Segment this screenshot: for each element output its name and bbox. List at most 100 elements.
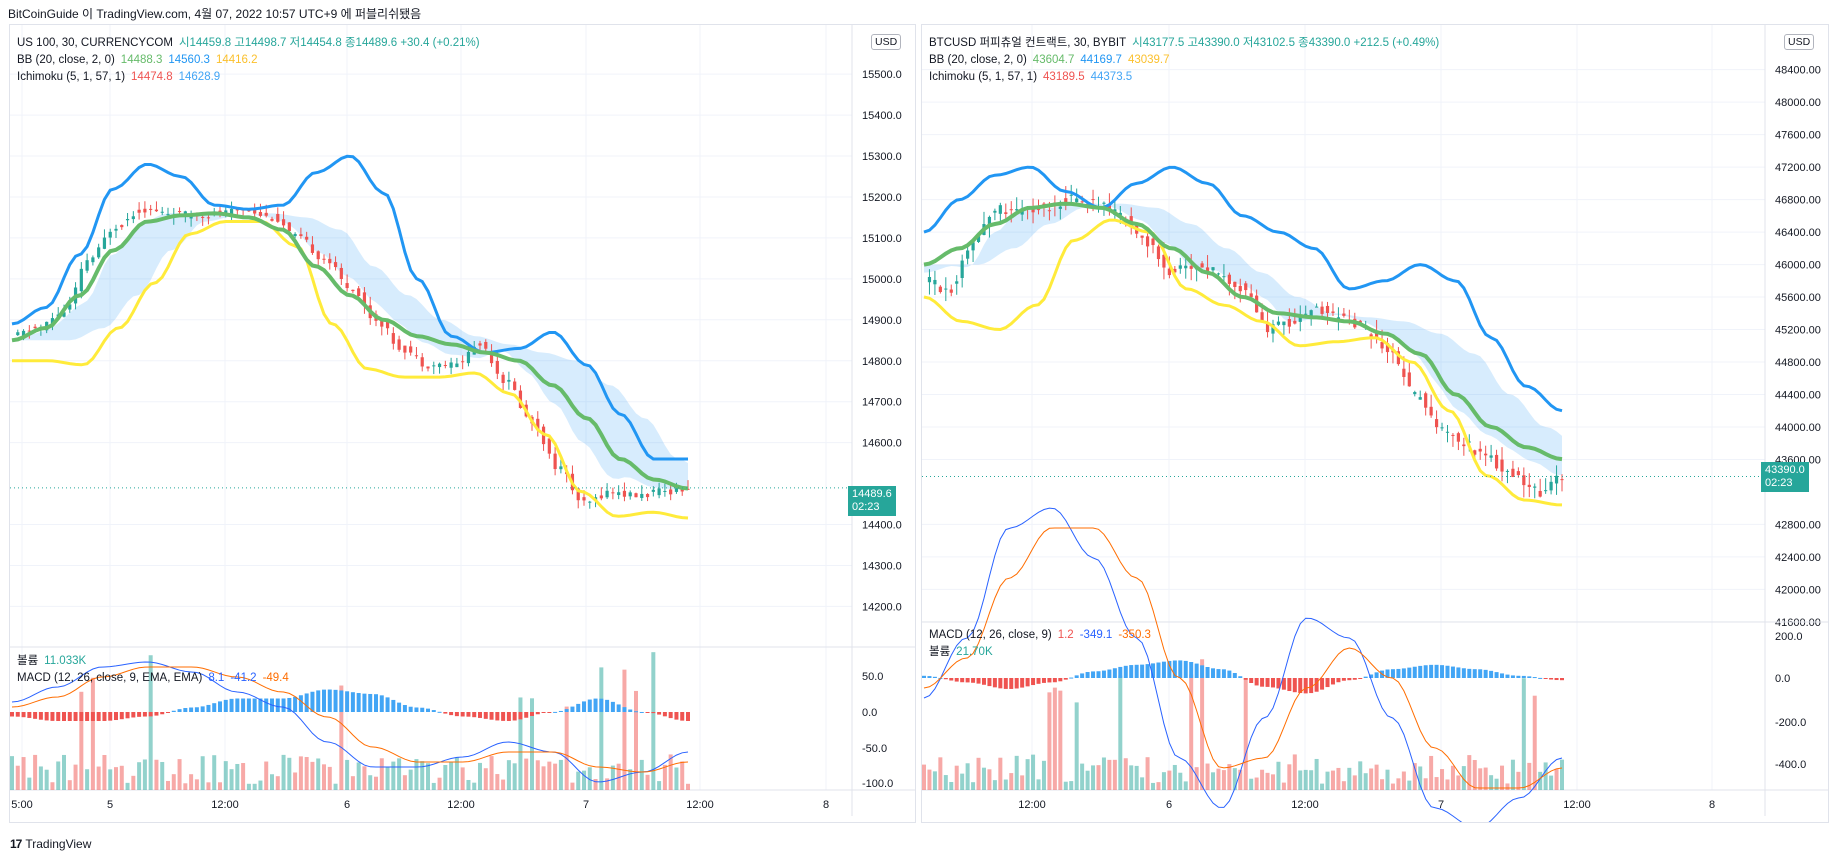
chart-panel-btcusd[interactable]: 48400.00 48000.00 47600.00 47200.00 46800.00… xyxy=(921,24,1829,823)
indicator-tick-label: 50.0 xyxy=(862,671,883,683)
macd-histogram-bar xyxy=(298,695,303,712)
volume-bar xyxy=(414,759,419,790)
candle-body xyxy=(944,288,948,290)
candle-body xyxy=(1238,285,1242,292)
volume-bar xyxy=(1178,772,1183,790)
candle-body xyxy=(362,292,367,306)
candle-body xyxy=(1216,273,1221,275)
chart-canvas-btcusd[interactable]: 48400.00 48000.00 47600.00 47200.00 46800.00… xyxy=(922,25,1828,822)
macd-histogram-bar xyxy=(1003,678,1008,689)
macd-histogram-bar xyxy=(1112,668,1117,678)
volume-label[interactable]: 볼륨 xyxy=(17,655,39,667)
macd-histogram-bar xyxy=(137,712,142,717)
candle-body xyxy=(1533,486,1537,488)
volume-bar xyxy=(15,765,20,790)
candle-body xyxy=(281,219,286,226)
chart-panel-us100[interactable]: 15500.0 15400.0 15300.0 15200.0 15100.0 15000… xyxy=(9,24,916,823)
symbol-title[interactable]: BTCUSD 퍼피츄얼 컨트랙트, 30, BYBIT xyxy=(929,37,1127,49)
candle-body xyxy=(1511,468,1515,477)
candle-body xyxy=(669,489,673,495)
volume-bar xyxy=(287,757,292,790)
ichimoku-indicator-label[interactable]: Ichimoku (5, 1, 57, 1) xyxy=(929,71,1038,83)
volume-bar xyxy=(1145,757,1150,790)
macd-histogram-bar xyxy=(1200,665,1205,678)
volume-bar xyxy=(992,780,997,790)
indicator-tick-label: 0.0 xyxy=(1775,673,1790,685)
volume-bar xyxy=(119,765,124,790)
macd-histogram-bar xyxy=(402,705,407,712)
candle-body xyxy=(160,211,164,213)
volume-bar xyxy=(402,775,407,790)
macd-histogram-bar xyxy=(582,701,586,712)
macd-label[interactable]: MACD (12, 26, close, 9) xyxy=(929,629,1052,641)
macd-histogram-bar xyxy=(437,711,442,713)
last-price-tag: 14489.6 02:23 xyxy=(848,486,896,516)
volume-bar xyxy=(50,782,55,790)
tradingview-footer[interactable]: 17 TradingView xyxy=(10,837,91,851)
macd-histogram-bar xyxy=(142,712,147,717)
macd-histogram-bar xyxy=(593,698,598,712)
candle-body xyxy=(166,214,170,216)
volume-bar xyxy=(85,769,90,790)
ichimoku-indicator-label[interactable]: Ichimoku (5, 1, 57, 1) xyxy=(17,71,126,83)
symbol-title[interactable]: US 100, 30, CURRENCYCOM xyxy=(17,37,173,49)
macd-histogram-bar xyxy=(235,698,240,712)
candle-body xyxy=(657,488,661,496)
macd-histogram-bar xyxy=(275,698,280,712)
volume-bar xyxy=(501,779,506,790)
volume-bar xyxy=(293,772,298,790)
macd-histogram-bar xyxy=(131,712,136,718)
macd-histogram-bar xyxy=(932,676,937,678)
candle-body xyxy=(495,360,499,374)
candle-body xyxy=(33,326,37,329)
bb-upper-value: 14560.3 xyxy=(168,54,210,66)
volume-bar xyxy=(206,782,211,790)
macd-histogram-bar xyxy=(518,712,523,720)
y-tick-label: 15000.0 xyxy=(862,274,902,286)
bb-indicator-label[interactable]: BB (20, close, 2, 0) xyxy=(17,54,115,66)
macd-histogram-bar xyxy=(1183,660,1188,678)
macd-histogram-bar xyxy=(108,712,113,721)
y-tick-label: 46000.00 xyxy=(1775,260,1821,272)
bb-indicator-label[interactable]: BB (20, close, 2, 0) xyxy=(929,54,1027,66)
currency-button[interactable]: USD xyxy=(871,34,902,50)
macd-histogram-bar xyxy=(1041,678,1046,683)
volume-bar xyxy=(1380,779,1385,790)
volume-bar xyxy=(1314,758,1319,790)
y-tick-label: 46400.00 xyxy=(1775,227,1821,239)
volume-bar xyxy=(1216,768,1221,790)
macd-histogram-bar xyxy=(1407,667,1412,678)
macd-histogram-bar xyxy=(1401,668,1406,678)
volume-bar xyxy=(1407,780,1412,790)
volume-bar xyxy=(1412,763,1417,790)
candle-body xyxy=(299,234,303,237)
volume-bar xyxy=(1401,771,1406,790)
macd-histogram-bar xyxy=(50,712,55,721)
volume-bar xyxy=(1532,695,1537,790)
macd-label[interactable]: MACD (12, 26, close, 9, EMA, EMA) xyxy=(17,672,203,684)
volume-label[interactable]: 볼륨 xyxy=(929,646,951,658)
macd-histogram-bar xyxy=(1352,678,1357,680)
volume-bar xyxy=(1172,764,1177,790)
candle-body xyxy=(114,228,118,231)
macd-histogram-bar xyxy=(1167,660,1172,678)
macd-histogram-bar xyxy=(1423,665,1428,678)
currency-button[interactable]: USD xyxy=(1784,34,1815,50)
volume-bar xyxy=(553,763,558,790)
chart-canvas-us100[interactable]: 15500.0 15400.0 15300.0 15200.0 15100.0 15000… xyxy=(10,25,915,822)
volume-bar xyxy=(426,763,430,790)
candle-body xyxy=(1380,342,1384,349)
macd-histogram-bar xyxy=(1434,664,1439,678)
volume-bar xyxy=(1243,678,1248,790)
candle-body xyxy=(1009,209,1013,211)
candle-body xyxy=(1036,209,1041,211)
macd-histogram-bar xyxy=(922,675,926,678)
volume-bar xyxy=(79,691,84,790)
volume-bar xyxy=(385,767,390,790)
volume-bar xyxy=(512,763,517,790)
candle-body xyxy=(1522,475,1526,486)
volume-bar xyxy=(252,783,257,790)
volume-bar xyxy=(391,761,396,790)
volume-bar xyxy=(397,758,402,790)
candle-body xyxy=(345,283,349,289)
